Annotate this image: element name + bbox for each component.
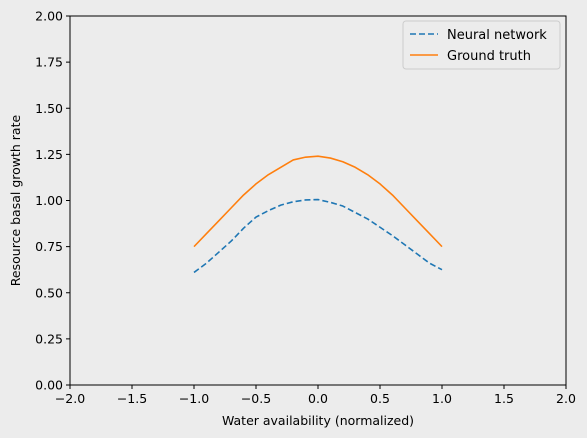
y-tick-label: 1.50 <box>35 101 63 116</box>
x-tick-label: 0.5 <box>370 391 390 406</box>
x-tick-label: −0.5 <box>241 391 271 406</box>
x-tick-label: 1.0 <box>432 391 452 406</box>
x-axis: −2.0 −1.5 −1.0 −0.5 0.0 0.5 1.0 1.5 2.0 <box>55 385 576 406</box>
y-axis: 0.00 0.25 0.50 0.75 1.00 1.25 1.50 1.75 2.00 <box>35 9 70 393</box>
series-line-ground-truth <box>193 155 443 248</box>
y-tick-label: 0.25 <box>35 331 63 346</box>
plot-area <box>70 16 566 385</box>
x-axis-label: Water availability (normalized) <box>222 413 414 428</box>
y-tick-label: 1.25 <box>35 147 63 162</box>
x-tick-label: 1.5 <box>494 391 514 406</box>
x-tick-label: −1.5 <box>117 391 147 406</box>
legend: Neural network Ground truth <box>402 20 561 70</box>
legend-label-neural-network: Neural network <box>447 28 547 43</box>
series-layer <box>193 155 443 274</box>
legend-label-ground-truth: Ground truth <box>447 49 531 64</box>
x-tick-label: 0.0 <box>308 391 328 406</box>
y-tick-label: 0.50 <box>35 285 63 300</box>
y-tick-label: 1.00 <box>35 193 63 208</box>
legend-box <box>402 20 561 70</box>
y-tick-label: 1.75 <box>35 55 63 70</box>
y-tick-label: 2.00 <box>35 9 63 24</box>
x-tick-label: −2.0 <box>55 391 85 406</box>
x-tick-label: −1.0 <box>179 391 209 406</box>
x-tick-label: 2.0 <box>556 391 576 406</box>
y-tick-label: 0.75 <box>35 239 63 254</box>
y-axis-label: Resource basal growth rate <box>8 115 23 287</box>
y-tick-label: 0.00 <box>35 378 63 393</box>
series-line-neural-network <box>193 198 443 274</box>
